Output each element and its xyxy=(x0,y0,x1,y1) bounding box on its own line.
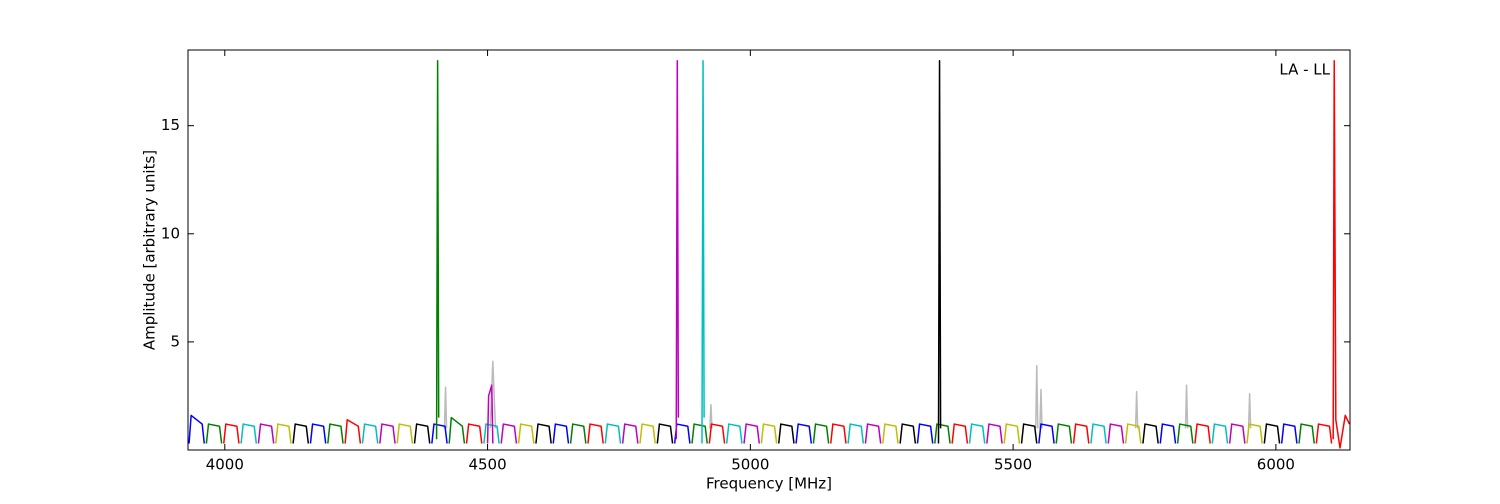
y-axis-label: Amplitude [arbitrary units] xyxy=(141,150,159,350)
x-tick-label: 4000 xyxy=(206,456,244,474)
series-line xyxy=(275,423,1263,444)
series-line xyxy=(257,60,1246,444)
series-line xyxy=(222,60,1350,449)
y-tick-label: 5 xyxy=(170,332,180,350)
plot-area xyxy=(188,60,1350,449)
x-tick-label: 6000 xyxy=(1257,456,1295,474)
y-tick-label: 10 xyxy=(161,224,180,242)
x-tick-label: 4500 xyxy=(468,456,506,474)
series-line xyxy=(240,60,1229,444)
series-line xyxy=(188,414,1298,444)
series-line xyxy=(443,360,1252,429)
annotation: LA - LL xyxy=(1279,61,1330,79)
x-axis-label: Frequency [MHz] xyxy=(706,475,832,493)
plot-frame xyxy=(187,49,1351,451)
y-tick-label: 15 xyxy=(161,116,180,134)
x-tick-label: 5500 xyxy=(994,456,1032,474)
x-tick-label: 5000 xyxy=(731,456,769,474)
series-line xyxy=(205,60,1316,444)
series-line xyxy=(292,60,1281,444)
